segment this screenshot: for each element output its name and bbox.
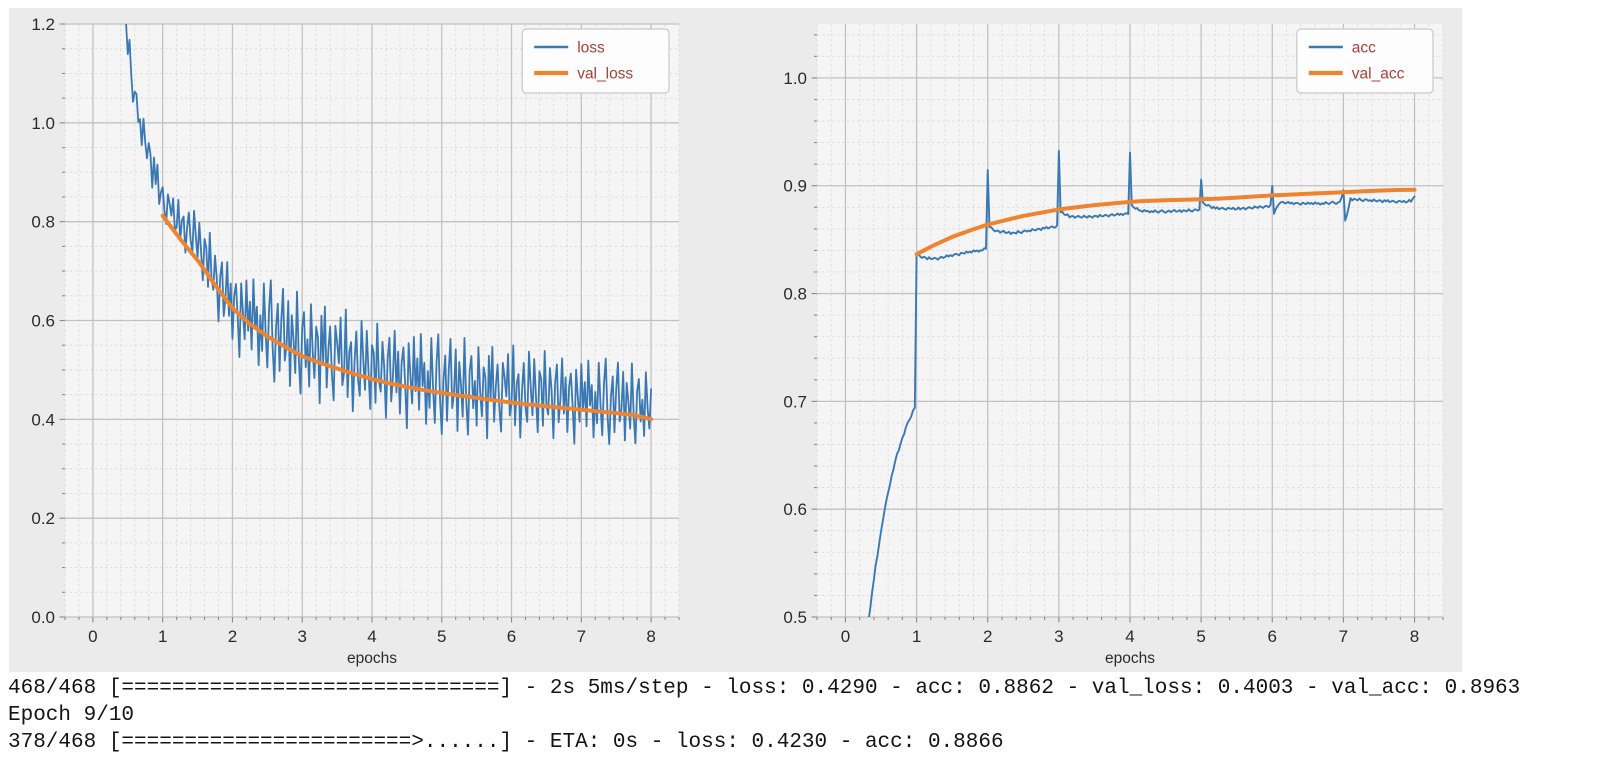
x-tick-label: 2 <box>228 627 237 646</box>
legend: acc val_acc <box>1296 28 1434 94</box>
x-tick-label: 8 <box>646 627 655 646</box>
x-tick-label: 7 <box>577 627 586 646</box>
training-plots-canvas: 0 1 2 3 4 5 6 7 8 0.0 0.2 0.4 0.6 0.8 1.0 1.2 epochs loss… <box>9 8 1462 672</box>
series-acc <box>868 149 1416 617</box>
y-tick-label: 0.5 <box>783 608 807 627</box>
x-tick-label: 3 <box>1054 627 1063 646</box>
major-grid <box>65 23 679 618</box>
accuracy-chart: 0 1 2 3 4 5 6 7 8 0.5 0.6 0.7 0.8 0.9 1.0 epochs acc val_… <box>783 24 1444 667</box>
series-val_loss <box>160 213 654 422</box>
legend-box <box>1296 28 1434 94</box>
y-tick-label: 0.6 <box>783 500 807 519</box>
x-tick-label: 0 <box>88 627 97 646</box>
x-tick-label: 2 <box>983 627 992 646</box>
x-axis-label: epochs <box>1105 650 1155 667</box>
console-line-progress-running: 378/468 [=======================>......]… <box>8 731 1004 754</box>
series-group <box>868 149 1417 617</box>
x-axis-label: epochs <box>347 650 397 667</box>
legend: loss val_loss <box>521 28 670 94</box>
y-tick-label: 0.2 <box>31 509 55 528</box>
x-tick-label: 0 <box>841 627 850 646</box>
console-line-progress-complete: 468/468 [==============================]… <box>8 677 1521 700</box>
series-group <box>125 24 654 445</box>
x-tick-label: 5 <box>1196 627 1205 646</box>
legend-label-val_loss: val_loss <box>577 66 633 83</box>
x-tick-label: 1 <box>158 627 167 646</box>
y-tick-label: 0.8 <box>783 285 807 304</box>
y-tick-label: 0.4 <box>31 410 55 429</box>
legend-box <box>521 28 670 94</box>
x-tick-label: 3 <box>297 627 306 646</box>
y-tick-label: 0.6 <box>31 312 55 331</box>
y-tick-label: 0.7 <box>783 392 807 411</box>
y-tick-label: 1.2 <box>31 15 55 34</box>
legend-label-val_acc: val_acc <box>1352 66 1405 83</box>
series-val_acc <box>914 187 1417 257</box>
x-tick-label: 6 <box>507 627 516 646</box>
y-tick-label: 0.9 <box>783 177 807 196</box>
matplotlib-figure: 0 1 2 3 4 5 6 7 8 0.0 0.2 0.4 0.6 0.8 1.0 1.2 epochs loss… <box>9 8 1462 672</box>
tick-marks <box>59 23 680 623</box>
y-tick-label: 0.8 <box>31 213 55 232</box>
x-tick-label: 4 <box>367 627 376 646</box>
loss-chart: 0 1 2 3 4 5 6 7 8 0.0 0.2 0.4 0.6 0.8 1.0 1.2 epochs loss… <box>31 15 680 667</box>
console-output: 468/468 [==============================]… <box>8 672 1600 756</box>
legend-label-loss: loss <box>577 40 605 57</box>
x-tick-label: 8 <box>1410 627 1419 646</box>
y-tick-label: 1.0 <box>31 114 55 133</box>
x-tick-label: 1 <box>912 627 921 646</box>
tick-marks <box>811 34 1444 623</box>
x-tick-label: 4 <box>1125 627 1134 646</box>
legend-label-acc: acc <box>1352 40 1376 57</box>
minor-grid <box>816 24 1444 617</box>
x-tick-label: 5 <box>437 627 446 646</box>
y-tick-label: 1.0 <box>783 69 807 88</box>
x-tick-label: 7 <box>1339 627 1348 646</box>
console-line-epoch-header: Epoch 9/10 <box>8 704 135 727</box>
x-tick-label: 6 <box>1268 627 1277 646</box>
y-tick-label: 0.0 <box>31 608 55 627</box>
